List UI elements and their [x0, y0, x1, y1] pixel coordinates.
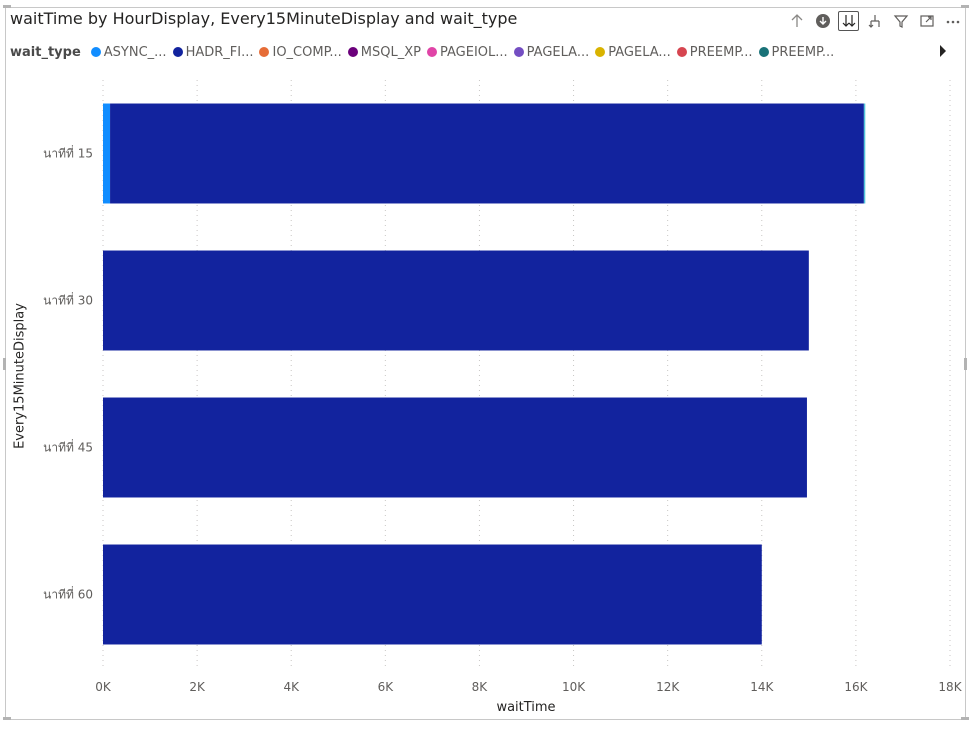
focus-mode-icon[interactable]	[916, 11, 937, 31]
legend-item[interactable]: PREEMP...	[758, 44, 835, 60]
more-options-icon[interactable]	[942, 11, 963, 31]
legend-item[interactable]: HADR_FI...	[172, 44, 254, 60]
y-tick-label: นาทีที่ 60	[43, 586, 93, 602]
legend-label: PAGELA...	[608, 44, 671, 60]
legend-swatch	[427, 47, 437, 57]
visual-header-toolbar	[786, 11, 963, 31]
bar-segment	[103, 250, 809, 351]
drill-up-icon[interactable]	[786, 11, 807, 31]
legend-item[interactable]: MSQL_XP	[347, 44, 421, 60]
y-tick-label: นาทีที่ 30	[43, 292, 93, 308]
expand-next-level-icon[interactable]	[838, 11, 859, 31]
legend-label: PREEMP...	[771, 44, 835, 60]
legend-swatch	[676, 47, 687, 57]
resize-handle-top-left[interactable]	[3, 5, 11, 8]
x-tick-label: 14K	[750, 680, 774, 694]
x-tick-label: 18K	[938, 680, 962, 694]
legend-label: PREEMP...	[689, 44, 753, 60]
x-tick-label: 8K	[472, 680, 489, 694]
x-tick-label: 10K	[562, 680, 586, 694]
legend-swatch	[90, 47, 101, 57]
legend-item[interactable]: IO_COMP...	[259, 44, 342, 60]
bar-segment	[110, 103, 864, 204]
legend-label: ASYNC_...	[103, 44, 167, 60]
expand-hierarchy-icon[interactable]	[864, 11, 885, 31]
bar-segment	[103, 544, 762, 645]
resize-handle-left[interactable]	[3, 358, 6, 370]
x-tick-label: 16K	[844, 680, 868, 694]
x-tick-label: 6K	[378, 680, 395, 694]
legend-label: PAGELA...	[526, 44, 590, 60]
legend-item[interactable]: ASYNC_...	[90, 44, 167, 60]
legend-label: IO_COMP...	[272, 44, 342, 60]
legend-label: PAGEIOL...	[440, 44, 508, 60]
legend-item[interactable]: PAGELA...	[513, 44, 590, 60]
legend-next-page-arrow[interactable]	[940, 45, 946, 57]
legend-title: wait_type	[10, 44, 81, 60]
legend-label: MSQL_XP	[360, 44, 421, 60]
resize-handle-bottom-right[interactable]	[961, 717, 969, 720]
legend-swatch	[259, 47, 270, 57]
legend-item[interactable]: PAGEIOL...	[427, 45, 508, 60]
y-tick-label: นาทีที่ 45	[43, 439, 93, 455]
x-tick-label: 4K	[283, 680, 300, 694]
y-tick-label: นาทีที่ 15	[43, 145, 93, 161]
chart-legend: wait_type ASYNC_... HADR_FI... IO_COMP... M…	[10, 43, 840, 61]
filter-icon[interactable]	[890, 11, 911, 31]
legend-item[interactable]: PAGELA...	[595, 45, 671, 60]
resize-handle-bottom-left[interactable]	[3, 717, 11, 720]
bar-segment	[103, 103, 111, 204]
legend-swatch	[172, 47, 183, 57]
drill-down-on-icon[interactable]	[812, 11, 833, 31]
resize-handle-right[interactable]	[964, 358, 967, 370]
x-tick-label: 0K	[95, 680, 112, 694]
legend-swatch	[595, 47, 606, 57]
x-tick-label: 12K	[656, 680, 680, 694]
legend-swatch	[513, 47, 524, 57]
x-tick-label: 2K	[189, 680, 206, 694]
resize-handle-top-right[interactable]	[961, 5, 969, 8]
legend-item[interactable]: PREEMP...	[676, 44, 753, 60]
legend-label: HADR_FI...	[185, 44, 254, 60]
legend-swatch	[758, 47, 769, 57]
bar-segment	[863, 103, 866, 204]
bar-segment	[103, 397, 807, 498]
visual-title: waitTime by HourDisplay, Every15MinuteDi…	[10, 9, 518, 28]
x-axis-title: waitTime	[496, 700, 556, 715]
legend-swatch	[347, 47, 358, 57]
